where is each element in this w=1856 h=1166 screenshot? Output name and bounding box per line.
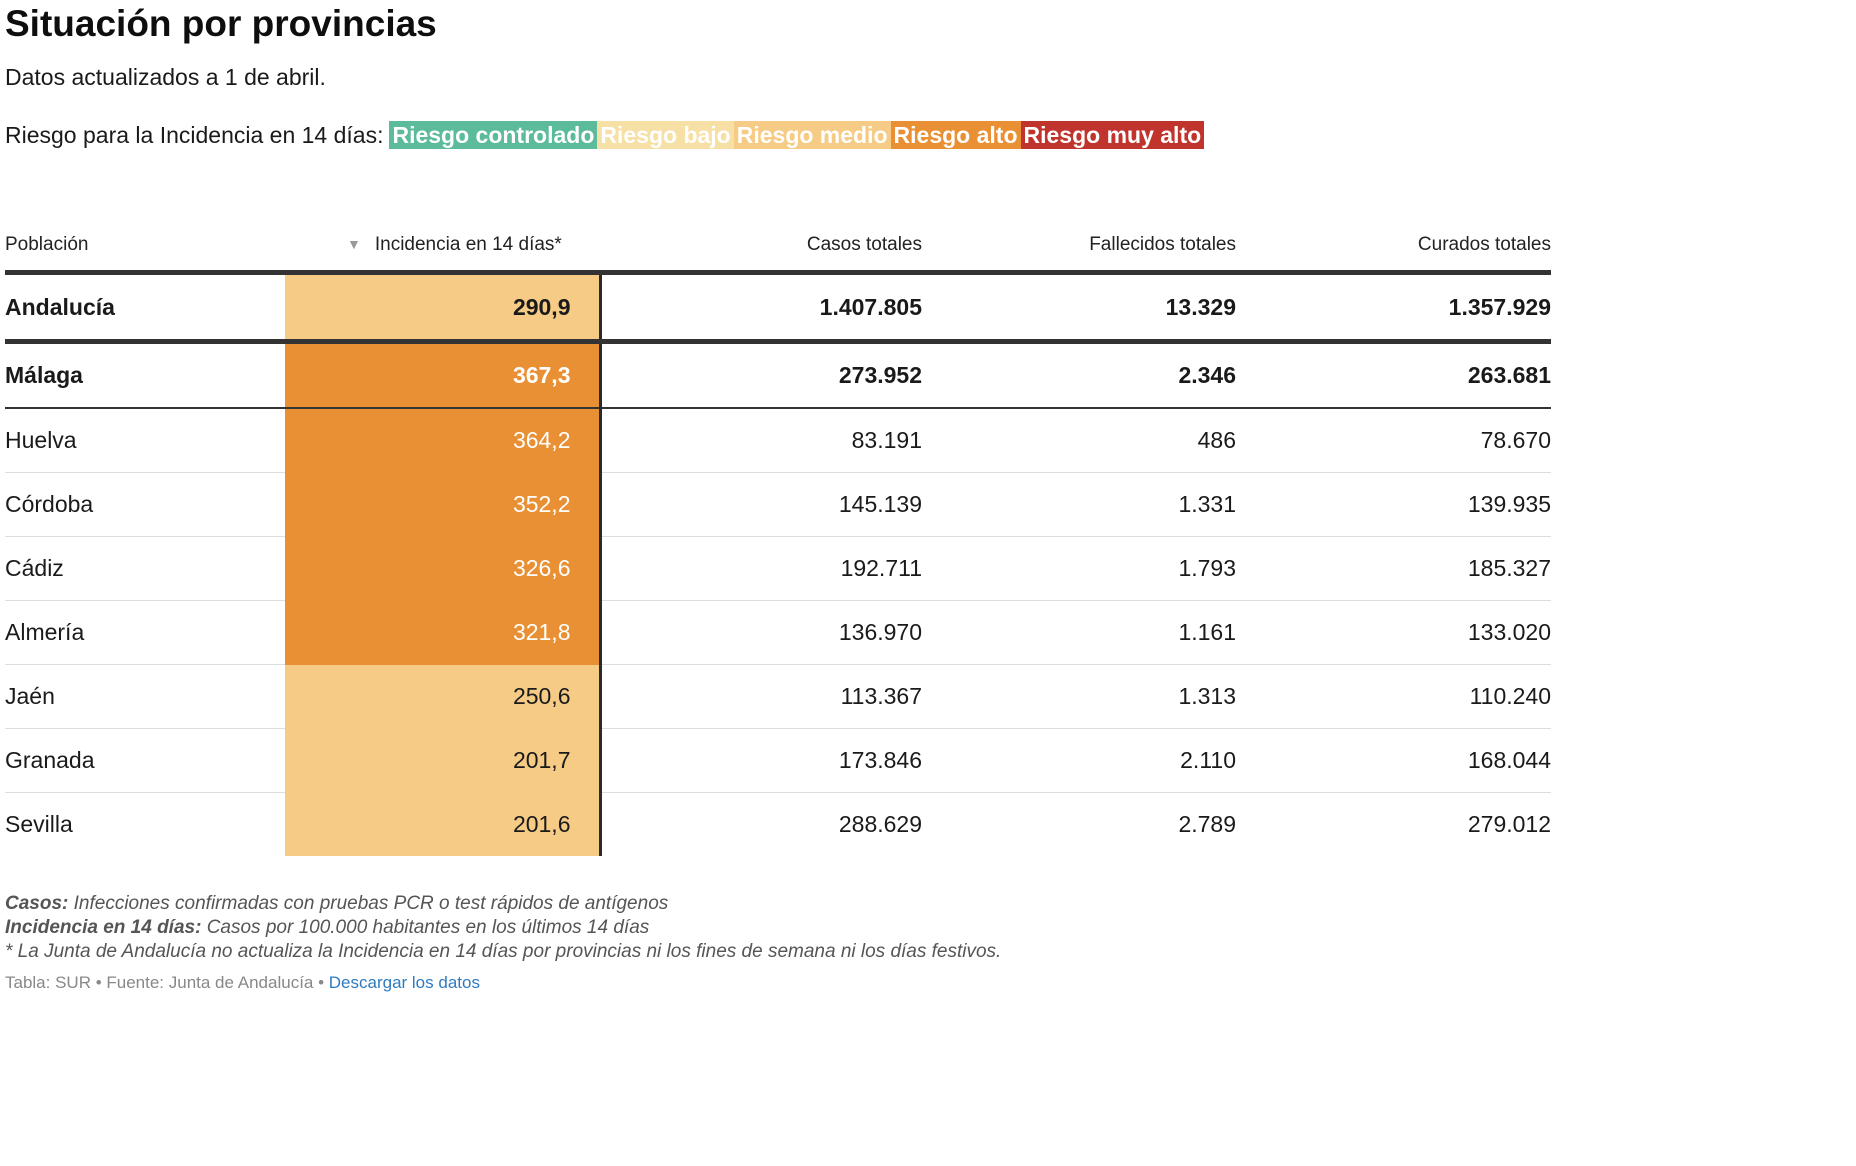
- cell-casos: 273.952: [600, 341, 922, 409]
- cell-fallecidos: 2.789: [1178, 811, 1236, 837]
- legend-chip-alto: Riesgo alto: [890, 121, 1021, 149]
- cell-casos: 145.139: [600, 472, 922, 537]
- column-header-curados[interactable]: Curados totales: [1236, 220, 1551, 275]
- cell-fallecidos: 1.313: [922, 664, 1236, 729]
- legend-chip-muy-alto: Riesgo muy alto: [1020, 121, 1205, 149]
- cell-curados: 168.044: [1236, 728, 1551, 793]
- legend-chip-bajo: Riesgo bajo: [597, 121, 734, 149]
- cell-incidencia: 250,6: [285, 664, 602, 729]
- cell-fallecidos: 2.110: [922, 728, 1236, 793]
- note-casos: Casos: Infecciones confirmadas con prueb…: [5, 892, 1555, 916]
- table-row-almeria: Almería 321,8 136.970 1.161 133.020: [5, 600, 1551, 665]
- note-incidencia-text: Casos por 100.000 habitantes en los últi…: [201, 917, 650, 938]
- cell-curados: 78.670: [1236, 408, 1551, 473]
- cell-casos: 173.846: [600, 728, 922, 793]
- cell-fallecidos: 1.331: [922, 472, 1236, 537]
- table-row-malaga: Málaga 367,3 273.952 2.346 263.681: [5, 341, 1551, 409]
- table-row-cordoba: Córdoba 352,2 145.139 1.331 139.935: [5, 472, 1551, 537]
- cell-poblacion: Córdoba: [5, 472, 285, 537]
- cell-incidencia: 290,9: [285, 272, 602, 344]
- column-header-poblacion-label: Población: [5, 234, 89, 255]
- note-footnote: * La Junta de Andalucía no actualiza la …: [5, 941, 1002, 962]
- cell-poblacion: Jaén: [5, 664, 285, 729]
- table-row-granada: Granada 201,7 173.846 2.110 168.044: [5, 728, 1551, 793]
- column-header-casos-label: Casos totales: [806, 234, 922, 255]
- cell-fallecidos: 2.346: [922, 341, 1236, 409]
- column-header-fallecidos[interactable]: Fallecidos totales: [922, 220, 1236, 275]
- cell-fallecidos: 486: [922, 408, 1236, 473]
- cell-poblacion: Almería: [5, 600, 285, 665]
- column-header-curados-label: Curados totales: [1417, 234, 1551, 255]
- risk-legend: Riesgo para la Incidencia en 14 días: Ri…: [5, 120, 1555, 150]
- cell-curados: 139.935: [1236, 472, 1551, 537]
- cell-incidencia: 364,2: [285, 408, 602, 473]
- subtitle: Datos actualizados a 1 de abril.: [5, 64, 326, 90]
- sort-descending-icon: ▼: [347, 236, 361, 252]
- source-line: Tabla: SUR • Fuente: Junta de Andalucía …: [5, 972, 1555, 994]
- source-text: Tabla: SUR • Fuente: Junta de Andalucía …: [5, 973, 329, 992]
- cell-incidencia: 321,8: [285, 600, 602, 665]
- cell-casos: 113.367: [600, 664, 922, 729]
- cell-fallecidos: 1.793: [922, 536, 1236, 601]
- cell-curados: 110.240: [1236, 664, 1551, 729]
- table-row-cadiz: Cádiz 326,6 192.711 1.793 185.327: [5, 536, 1551, 601]
- cell-incidencia: 352,2: [285, 472, 602, 537]
- column-header-incidencia-label: Incidencia en 14 días*: [374, 234, 562, 255]
- note-incidencia-label: Incidencia en 14 días:: [5, 917, 202, 938]
- cell-poblacion: Huelva: [5, 408, 285, 473]
- cell-casos: 192.711: [600, 536, 922, 601]
- cell-casos: 83.191: [600, 408, 922, 473]
- cell-incidencia: 367,3: [285, 341, 602, 409]
- legend-prefix: Riesgo para la Incidencia en 14 días:: [5, 122, 384, 148]
- cell-poblacion: Granada: [5, 728, 285, 793]
- table-row-jaen: Jaén 250,6 113.367 1.313 110.240: [5, 664, 1551, 729]
- table-row-huelva: Huelva 364,2 83.191 486 78.670: [5, 408, 1551, 473]
- cell-fallecidos: 13.329: [922, 272, 1236, 344]
- table-row-sevilla: Sevilla 201,6 288.629 2.789 279.012: [5, 792, 1551, 856]
- cell-poblacion: Cádiz: [5, 536, 285, 601]
- cell-casos: 1.407.805: [600, 272, 922, 344]
- table-notes: Casos: Infecciones confirmadas con prueb…: [5, 892, 1555, 964]
- column-header-poblacion[interactable]: Población: [5, 220, 285, 275]
- table-row-andalucia: Andalucía 290,9 1.407.805 13.329 1.357.9…: [5, 272, 1551, 344]
- cell-curados: 133.020: [1236, 600, 1551, 665]
- note-casos-label: Casos:: [5, 893, 69, 914]
- column-header-fallecidos-label: Fallecidos totales: [1089, 234, 1236, 255]
- cell-fallecidos: 1.161: [922, 600, 1236, 665]
- column-header-casos[interactable]: Casos totales: [600, 220, 922, 275]
- cell-casos: 288.629: [838, 811, 922, 837]
- cell-incidencia: 326,6: [285, 536, 602, 601]
- cell-curados: 185.327: [1236, 536, 1551, 601]
- table-header-row: Población ▼ Incidencia en 14 días* Casos …: [5, 220, 1551, 275]
- cell-curados: 1.357.929: [1236, 272, 1551, 344]
- cell-curados: 279.012: [1467, 811, 1551, 837]
- datawrapper-table: Situación por provincias Datos actualiza…: [5, 3, 1555, 994]
- note-casos-text: Infecciones confirmadas con pruebas PCR …: [68, 893, 669, 914]
- cell-poblacion: Sevilla: [5, 811, 73, 837]
- column-header-incidencia[interactable]: ▼ Incidencia en 14 días*: [285, 220, 600, 275]
- download-data-link[interactable]: Descargar los datos: [328, 973, 480, 992]
- cell-casos: 136.970: [600, 600, 922, 665]
- cell-curados: 263.681: [1236, 341, 1551, 409]
- note-incidencia: Incidencia en 14 días: Casos por 100.000…: [5, 916, 1555, 940]
- legend-chip-controlado: Riesgo controlado: [389, 121, 598, 149]
- cell-poblacion: Andalucía: [5, 272, 285, 344]
- cell-incidencia: 201,6: [285, 792, 602, 856]
- cell-incidencia: 201,7: [285, 728, 602, 793]
- page-title: Situación por provincias: [5, 3, 437, 44]
- data-table: Población ▼ Incidencia en 14 días* Casos …: [5, 220, 1551, 856]
- cell-poblacion: Málaga: [5, 341, 285, 409]
- legend-chip-medio: Riesgo medio: [733, 121, 891, 149]
